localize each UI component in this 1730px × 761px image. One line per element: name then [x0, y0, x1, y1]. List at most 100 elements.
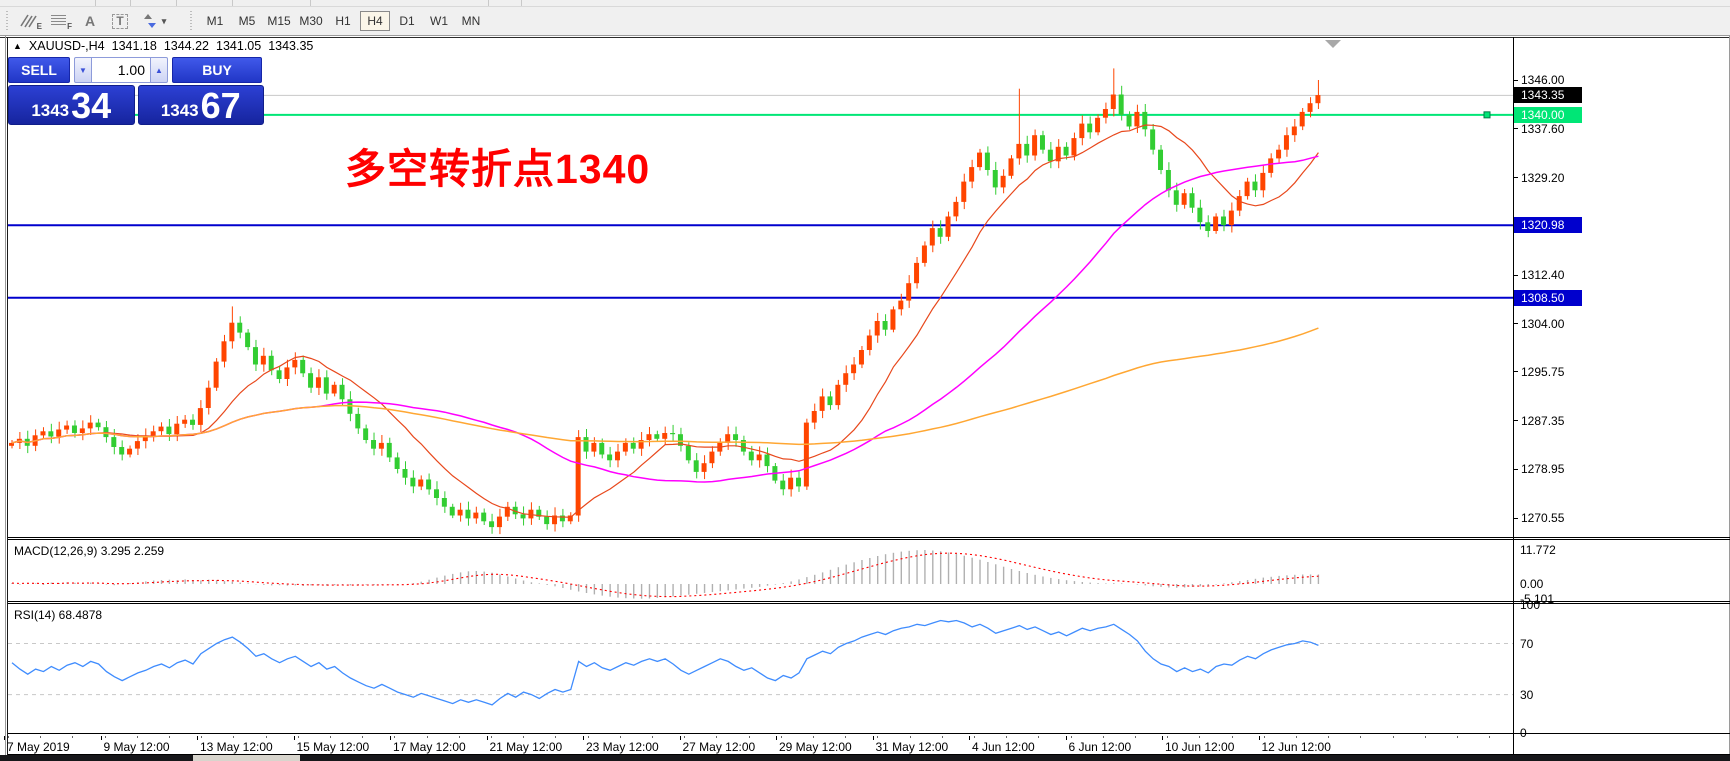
top-strip — [0, 0, 1730, 7]
time-minor-tick — [330, 736, 331, 738]
price-tick-label: 1295.75 — [1521, 364, 1565, 379]
time-minor-tick — [974, 736, 975, 738]
time-minor-tick — [1360, 736, 1362, 738]
time-minor-tick — [491, 736, 492, 738]
time-label: 4 Jun 12:00 — [972, 740, 1035, 754]
time-minor-tick — [748, 736, 750, 738]
time-label: 6 Jun 12:00 — [1068, 740, 1132, 754]
panel-separator[interactable] — [8, 601, 1730, 602]
rsi-axis-label: 70 — [1520, 636, 1534, 651]
macd-axis-label: 11.772 — [1520, 543, 1556, 557]
timeframe-button-m5[interactable]: M5 — [238, 14, 256, 28]
cycle-arrows-icon[interactable]: ▾ — [135, 10, 175, 32]
time-minor-tick — [909, 736, 911, 738]
time-minor-tick — [297, 736, 299, 738]
window-border-left2 — [7, 37, 8, 755]
time-minor-tick — [1457, 736, 1458, 738]
ask-price-panel[interactable]: 1343 67 — [137, 85, 264, 125]
price-label-box: 1340.00 — [1514, 106, 1582, 123]
pattern-e-icon[interactable]: E — [15, 10, 45, 32]
scrollbar-thumb[interactable] — [193, 755, 300, 761]
annotation-text[interactable]: 多空转折点1340 — [345, 146, 651, 192]
spin-down-icon: ▼ — [79, 65, 87, 75]
time-tick — [872, 736, 874, 740]
time-label: 23 May 12:00 — [586, 740, 659, 754]
high-value: 1344.22 — [163, 39, 210, 53]
time-minor-tick — [1102, 736, 1104, 738]
sell-button[interactable]: SELL — [8, 57, 70, 83]
buy-button[interactable]: BUY — [172, 57, 262, 83]
timeframe-button-w1[interactable]: W1 — [430, 14, 448, 28]
time-minor-tick — [619, 736, 621, 738]
axis-separator — [1513, 37, 1514, 754]
macd-indicator-label: MACD(12,26,9) 3.295 2.259 — [14, 544, 165, 558]
time-minor-tick — [652, 736, 653, 738]
time-minor-tick — [1231, 736, 1233, 738]
text-box-icon[interactable]: T — [105, 10, 135, 32]
volume-input[interactable] — [92, 57, 150, 83]
time-tick — [583, 736, 584, 740]
price-tick — [1514, 420, 1518, 421]
volume-increment-button[interactable]: ▲ — [150, 57, 168, 83]
time-minor-tick — [813, 736, 814, 738]
time-minor-tick — [555, 736, 557, 738]
time-tick — [4, 736, 5, 740]
time-axis-border — [8, 754, 1730, 755]
timeframe-button-d1[interactable]: D1 — [399, 14, 415, 28]
timeframe-button-mn[interactable]: MN — [461, 14, 481, 28]
panel-separator[interactable] — [8, 603, 1730, 604]
window-border-top — [0, 35, 1730, 36]
timeframe-button-h4[interactable]: H4 — [360, 11, 390, 31]
time-minor-tick — [136, 736, 138, 738]
panel-separator[interactable] — [8, 537, 1730, 538]
timeframe-button-m15[interactable]: M15 — [267, 14, 291, 28]
time-tick — [197, 736, 198, 740]
time-minor-tick — [1135, 736, 1136, 738]
time-minor-tick — [1489, 736, 1491, 738]
one-click-trading-panel: SELL ▼ ▲ BUY 1343 34 1343 67 — [8, 57, 264, 125]
panel-separator[interactable] — [8, 539, 1730, 540]
time-tick — [776, 736, 777, 740]
time-minor-tick — [169, 736, 170, 738]
rsi-axis-label: 100 — [1520, 598, 1541, 613]
time-minor-tick — [72, 736, 74, 738]
time-minor-tick — [1296, 736, 1297, 738]
time-minor-tick — [40, 736, 42, 738]
toolbar-grip[interactable] — [189, 11, 194, 31]
time-label: 7 May 2019 — [7, 740, 70, 754]
price-tick — [1514, 468, 1518, 470]
time-minor-tick — [684, 736, 686, 738]
time-minor-tick — [716, 736, 718, 738]
time-minor-tick — [265, 736, 267, 738]
low-value: 1341.05 — [216, 39, 262, 53]
timeframe-group: M1 M5 M15 M30 H1 H4 D1 W1 MN — [199, 11, 487, 31]
bottom-scrollbar[interactable] — [0, 755, 1730, 761]
time-minor-tick — [1392, 736, 1394, 738]
price-tick — [1514, 371, 1518, 373]
bid-price-panel[interactable]: 1343 34 — [8, 85, 135, 125]
timeframe-button-h1[interactable]: H1 — [335, 14, 351, 28]
time-minor-tick — [1167, 736, 1169, 738]
time-minor-tick — [362, 736, 364, 738]
panel-separator — [8, 733, 1730, 734]
time-minor-tick — [1328, 736, 1330, 738]
text-label-icon[interactable]: A — [84, 13, 96, 29]
timeframe-button-m30[interactable]: M30 — [299, 14, 323, 28]
time-tick — [390, 736, 391, 740]
price-label-box: 1320.98 — [1514, 217, 1582, 234]
time-minor-tick — [780, 736, 782, 738]
price-tick-label: 1329.20 — [1521, 170, 1565, 185]
window-border-left — [5, 36, 6, 756]
toolbar-grip[interactable] — [5, 11, 10, 31]
price-tick-label: 1270.55 — [1521, 511, 1565, 526]
time-tick — [1065, 736, 1067, 740]
collapse-panel-icon[interactable]: ▲ — [13, 41, 22, 51]
macd-axis-label: 0.00 — [1520, 577, 1544, 591]
grid-f-icon[interactable]: F — [45, 10, 75, 32]
time-label: 29 May 12:00 — [779, 740, 852, 754]
timeframe-button-m1[interactable]: M1 — [206, 14, 224, 28]
volume-decrement-button[interactable]: ▼ — [74, 57, 92, 83]
price-tick — [1514, 274, 1518, 276]
